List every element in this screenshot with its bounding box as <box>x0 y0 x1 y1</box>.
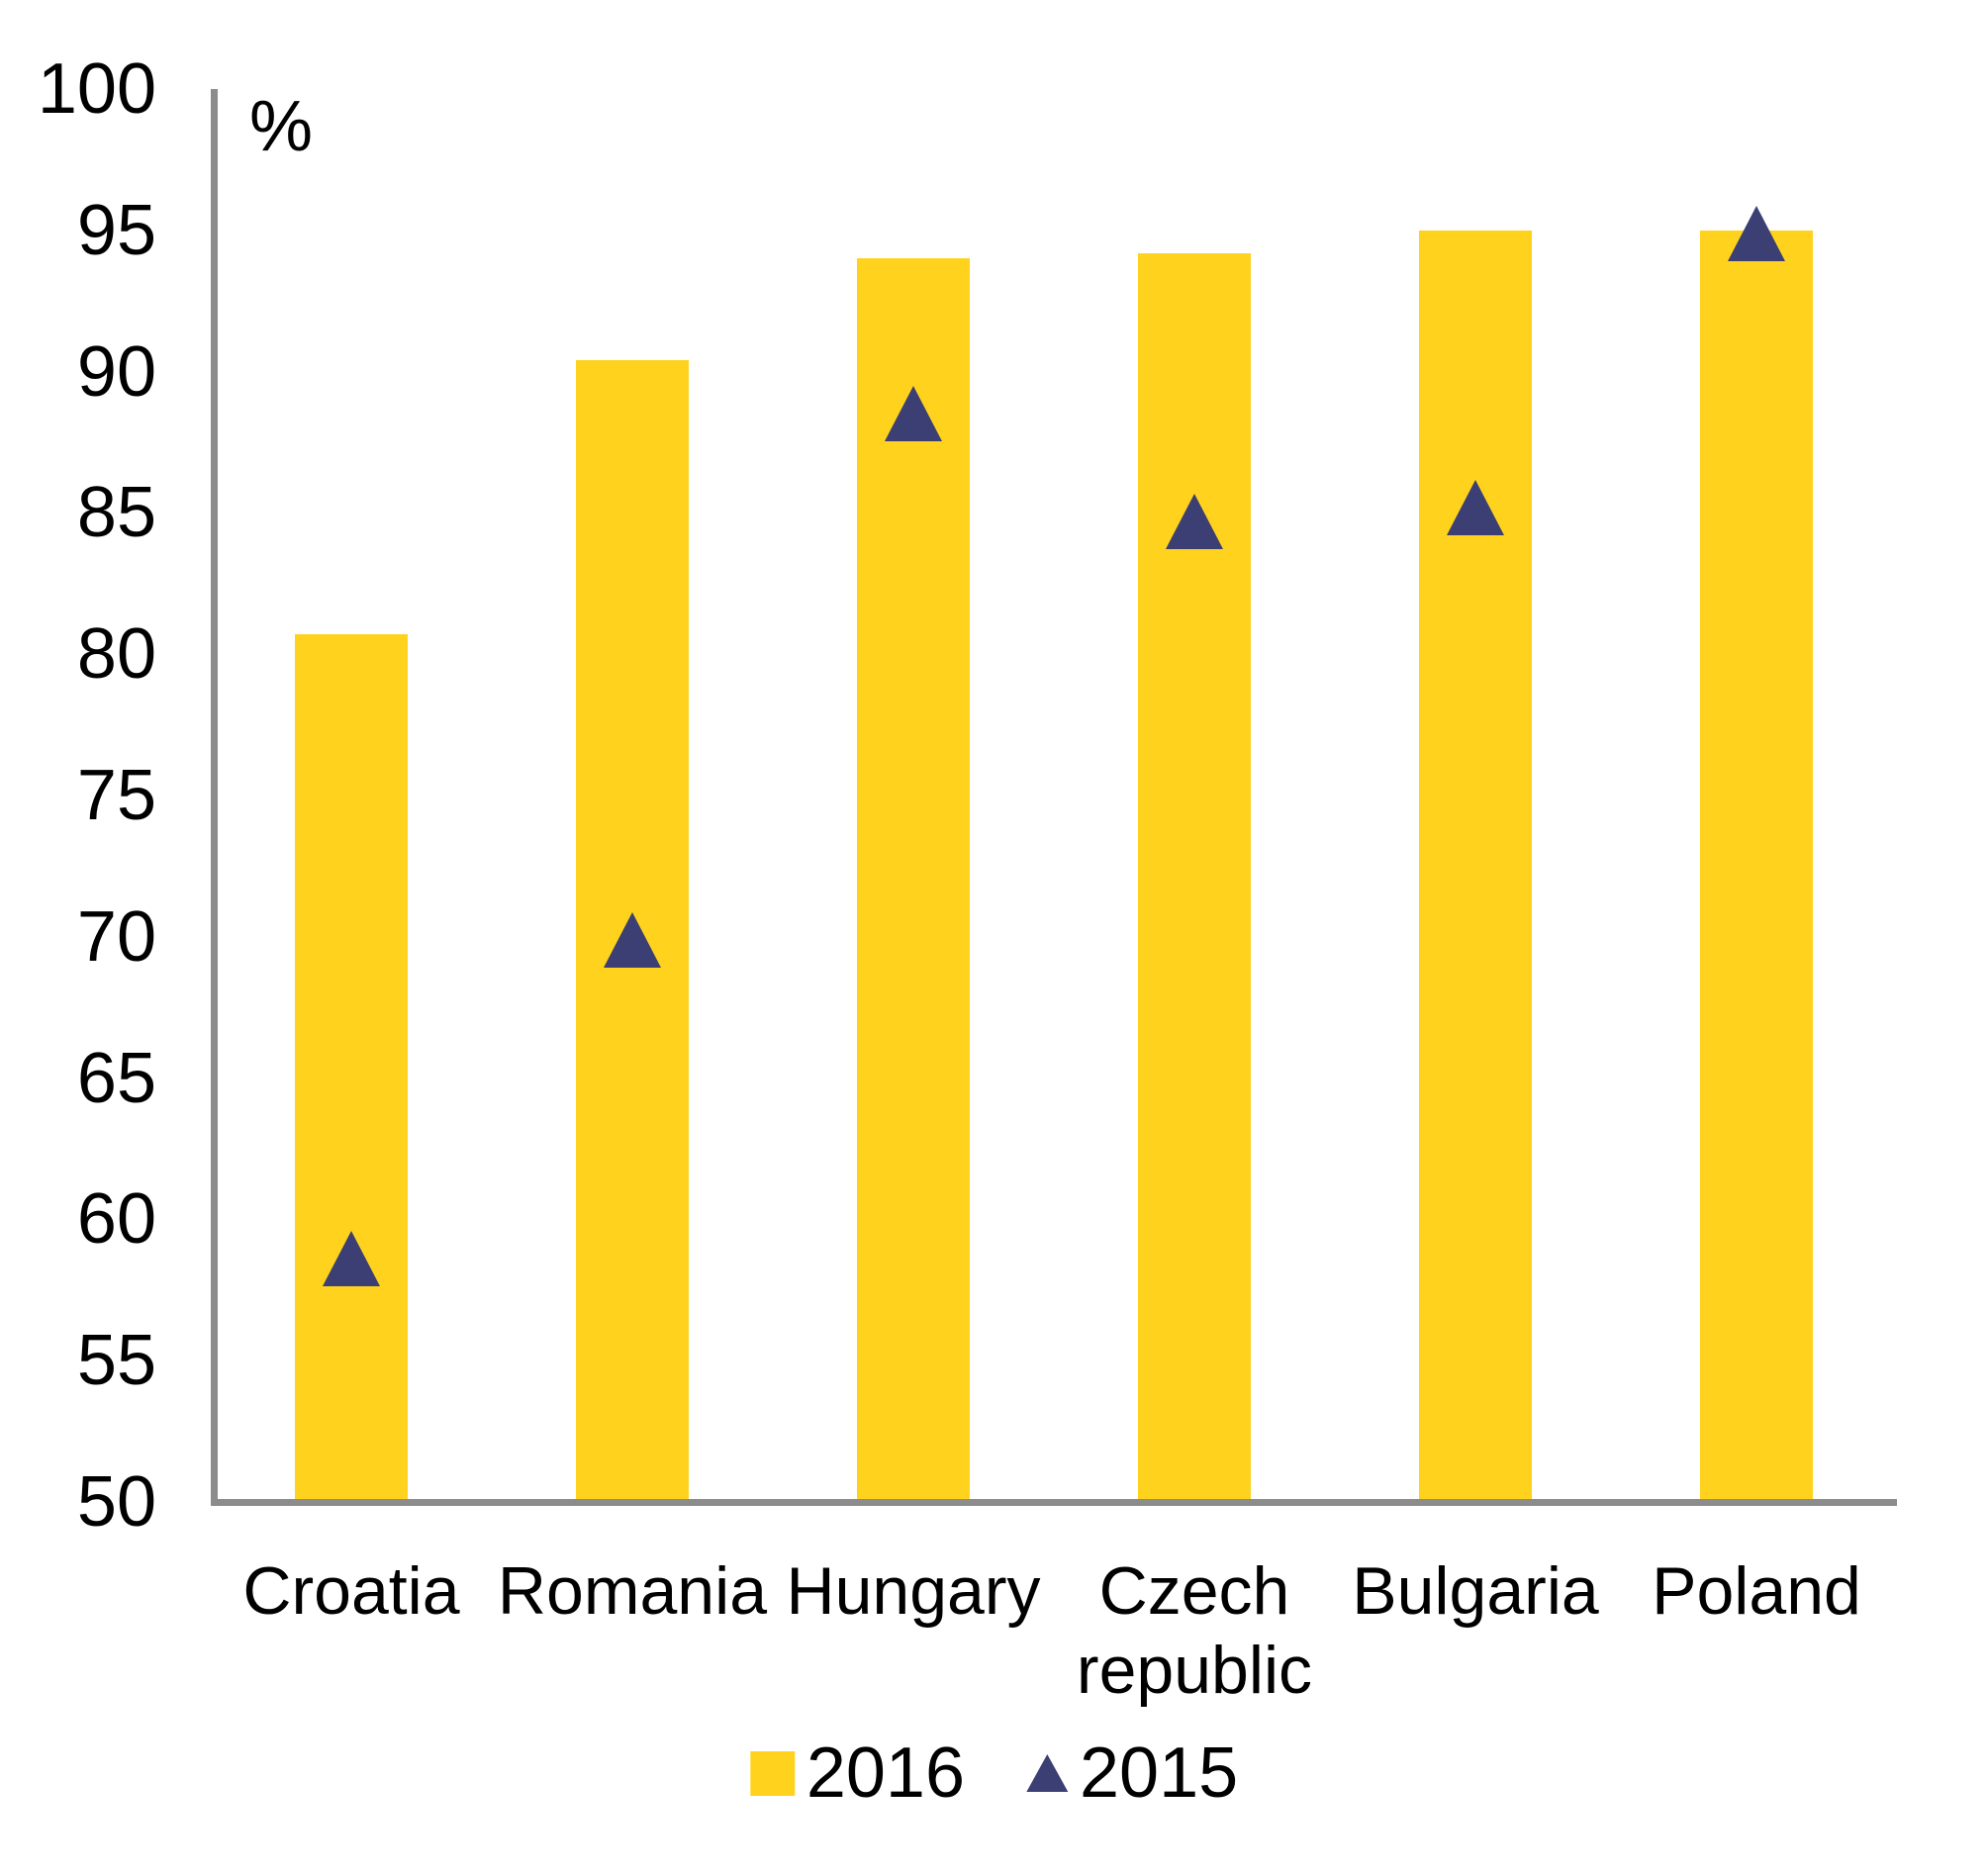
y-axis-line <box>211 89 218 1506</box>
legend-triangle-icon <box>1026 1754 1068 1792</box>
legend-item-2015: 2015 <box>1026 1733 1238 1813</box>
bar-2016-hungary <box>857 258 970 1499</box>
y-tick-label-75: 75 <box>76 756 156 835</box>
category-label-bulgaria: Bulgaria <box>1352 1553 1599 1629</box>
y-tick-label-80: 80 <box>76 614 156 695</box>
category-label-croatia: Croatia <box>242 1553 460 1629</box>
legend-label-2015: 2015 <box>1080 1733 1239 1813</box>
bar-2016-czech-republic <box>1138 252 1251 1499</box>
y-tick-label-85: 85 <box>76 473 156 553</box>
marker-2015-croatia <box>323 1231 380 1287</box>
y-tick-label-70: 70 <box>76 896 156 977</box>
y-axis-unit-label: % <box>249 87 314 166</box>
bar-2016-bulgaria <box>1419 230 1532 1499</box>
bar-2016-croatia <box>295 634 408 1499</box>
legend: 2016 2015 <box>749 1733 1238 1813</box>
category-label-hungary: Hungary <box>786 1553 1041 1629</box>
y-tick-label-50: 50 <box>76 1462 156 1542</box>
marker-2015-poland <box>1728 205 1785 261</box>
category-label-czech-republic: Czech republic <box>1076 1553 1313 1708</box>
marker-2015-romania <box>604 911 661 968</box>
y-tick-label-90: 90 <box>76 331 156 412</box>
y-tick-label-95: 95 <box>76 190 156 270</box>
y-tick-label-55: 55 <box>76 1321 156 1401</box>
x-axis-line <box>211 1499 1897 1506</box>
category-label-poland: Poland <box>1652 1553 1861 1629</box>
y-tick-label-60: 60 <box>76 1179 156 1260</box>
y-tick-label-100: 100 <box>37 49 156 129</box>
marker-2015-bulgaria <box>1447 479 1504 535</box>
y-tick-label-65: 65 <box>76 1038 156 1118</box>
legend-label-2016: 2016 <box>805 1733 965 1813</box>
bar-2016-poland <box>1700 230 1813 1499</box>
legend-item-2016: 2016 <box>749 1733 965 1813</box>
marker-2015-czech-republic <box>1166 493 1223 549</box>
legend-square-icon <box>749 1750 795 1796</box>
category-label-romania: Romania <box>497 1553 768 1629</box>
marker-2015-hungary <box>885 386 942 442</box>
